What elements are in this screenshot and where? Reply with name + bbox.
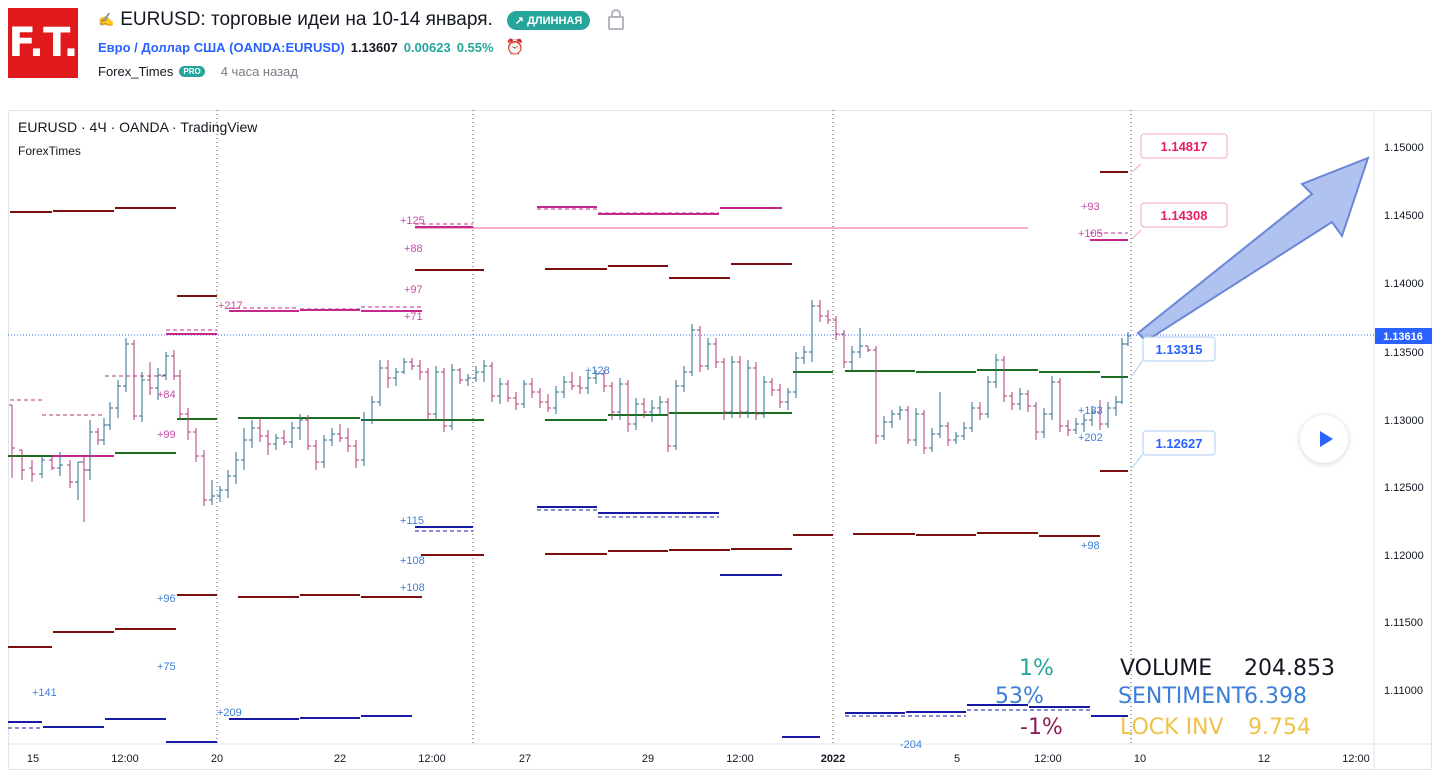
level-label: 1.13315 <box>1156 342 1203 357</box>
pip-annotation: +115 <box>400 515 424 527</box>
pip-annotation: +98 <box>1081 540 1100 552</box>
long-badge: ↗ ДЛИННАЯ <box>506 10 591 30</box>
lock-inv-label: LOCK INV <box>1120 715 1224 740</box>
pip-annotation: +75 <box>157 661 176 673</box>
chart-author-label: ForexTimes <box>18 144 81 158</box>
pip-annotation: +108 <box>400 555 425 567</box>
stat-pct-1: 1% <box>1019 656 1054 681</box>
pip-annotation: +97 <box>404 284 423 296</box>
annotations-layer: +125 +88 +97 +217 +71 +84 +99 +93 +105 +128 +133 +2… <box>32 201 1103 751</box>
time-tick: 12:00 <box>418 753 446 765</box>
level-callout-4: 1.12627 <box>1131 430 1216 469</box>
stat-pct-3: -1% <box>1020 715 1063 740</box>
stat-pct-2: 53% <box>995 684 1044 709</box>
pip-annotation: +93 <box>1081 201 1100 213</box>
price-tick: 1.13500 <box>1384 347 1424 359</box>
price-tick: 1.13000 <box>1384 415 1424 427</box>
pencil-icon: ✍ <box>98 12 115 27</box>
time-axis: 15 12:00 20 22 12:00 27 29 12:00 2022 5 12:00 10 12 1… <box>27 753 1370 765</box>
idea-title: EURUSD: торговые идеи на 10-14 января. <box>120 9 493 30</box>
candles-layer <box>9 300 1131 522</box>
idea-header: ✍ EURUSD: торговые идеи на 10-14 января.… <box>98 8 625 79</box>
forex-times-logo[interactable]: F.T. <box>8 8 79 78</box>
level-label: 1.14308 <box>1161 208 1208 223</box>
symbol-price: 1.13607 <box>350 39 398 55</box>
time-tick: 2022 <box>821 753 845 765</box>
sentiment-label: SENTIMENT <box>1118 684 1246 709</box>
time-tick: 12:00 <box>1342 753 1370 765</box>
level-callout-1: 1.14817 <box>1131 133 1228 173</box>
level-callout-2: 1.14308 <box>1131 202 1228 240</box>
pip-annotation: +105 <box>1078 228 1103 240</box>
play-button[interactable] <box>1300 415 1348 463</box>
symbol-link[interactable]: Евро / Доллар США (OANDA:EURUSD) <box>98 39 345 55</box>
pip-annotation: +133 <box>1078 405 1103 417</box>
pip-annotation: +88 <box>404 243 423 255</box>
price-tick: 1.11500 <box>1384 617 1423 629</box>
pip-annotation: +217 <box>218 300 243 312</box>
pip-annotation: +84 <box>157 389 176 401</box>
pip-annotation: -204 <box>900 739 922 751</box>
levels-layer <box>8 171 1128 743</box>
volume-label: VOLUME <box>1120 656 1213 681</box>
forecast-arrow <box>1136 156 1370 343</box>
time-tick: 10 <box>1134 753 1146 765</box>
pip-annotation: +202 <box>1078 432 1103 444</box>
price-tick: 1.12500 <box>1384 482 1424 494</box>
pro-badge: PRO <box>179 66 205 77</box>
time-tick: 5 <box>954 753 960 765</box>
price-axis: 1.15000 1.14500 1.14000 1.13500 1.13000 1.125… <box>1384 142 1424 697</box>
alarm-clock-icon[interactable]: ⏰ <box>505 39 525 56</box>
time-tick: 12:00 <box>1034 753 1062 765</box>
level-label: 1.12627 <box>1156 436 1203 451</box>
lock-inv-value: 9.754 <box>1248 715 1311 740</box>
time-tick: 15 <box>27 753 39 765</box>
sentiment-value: 6.398 <box>1244 684 1307 709</box>
time-tick: 29 <box>642 753 654 765</box>
lock-icon <box>608 9 625 30</box>
author-link[interactable]: Forex_Times <box>98 64 174 79</box>
volume-value: 204.853 <box>1244 656 1335 681</box>
time-tick: 27 <box>519 753 531 765</box>
price-tick: 1.14000 <box>1384 278 1424 290</box>
time-tick: 20 <box>211 753 223 765</box>
price-tick: 1.15000 <box>1384 142 1424 154</box>
symbol-change-pct: 0.55% <box>456 39 494 55</box>
level-callout-3: 1.13315 <box>1131 336 1216 377</box>
time-tick: 12:00 <box>111 753 139 765</box>
time-tick: 12:00 <box>726 753 754 765</box>
pip-annotation: +125 <box>400 215 425 227</box>
pip-annotation: +99 <box>157 429 176 441</box>
symbol-change: 0.00623 <box>403 39 451 55</box>
pip-annotation: +96 <box>157 593 176 605</box>
publish-time: 4 часа назад <box>220 64 298 79</box>
pip-annotation: +108 <box>400 582 425 594</box>
pip-annotation: +128 <box>585 365 610 377</box>
play-icon <box>1319 431 1333 447</box>
chart-frame[interactable] <box>8 110 1432 770</box>
price-tick: 1.12000 <box>1384 550 1424 562</box>
price-tick: 1.14500 <box>1384 210 1424 222</box>
level-label: 1.14817 <box>1161 139 1208 154</box>
current-price-tag <box>1375 328 1432 344</box>
pip-annotation: +71 <box>404 311 423 323</box>
pip-annotation: +209 <box>217 707 242 719</box>
time-tick: 12 <box>1258 753 1270 765</box>
time-tick: 22 <box>334 753 346 765</box>
pip-annotation: +141 <box>32 687 57 699</box>
current-price-value: 1.13616 <box>1383 331 1423 343</box>
price-tick: 1.11000 <box>1384 685 1423 697</box>
chart-symbol-label: EURUSD · 4Ч · OANDA · TradingView <box>18 119 258 135</box>
